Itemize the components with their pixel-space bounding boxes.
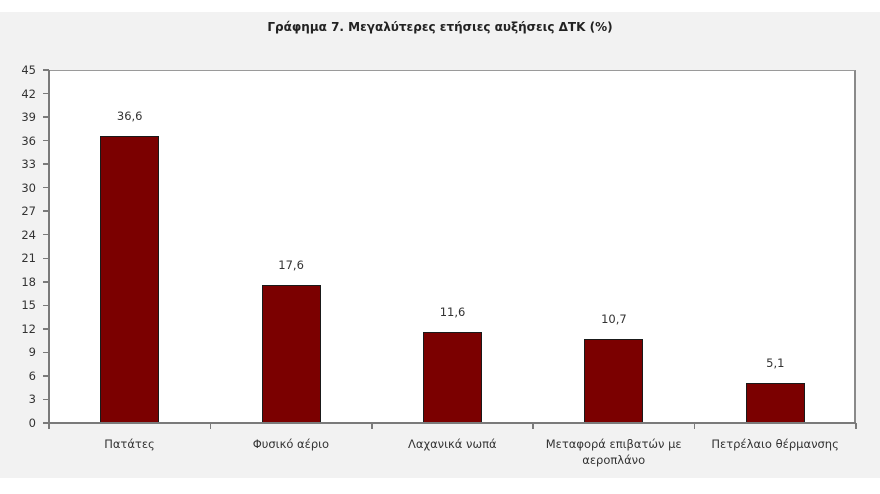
chart-title: Γράφημα 7. Μεγαλύτερες ετήσιες αυξήσεις … bbox=[267, 20, 613, 34]
y-tick-mark bbox=[43, 233, 49, 236]
y-tick-label: 30 bbox=[21, 180, 36, 195]
y-tick-label: 15 bbox=[21, 298, 36, 313]
y-tick-label: 0 bbox=[28, 416, 36, 430]
bar-value-label: 10,7 bbox=[601, 312, 627, 327]
x-axis-line bbox=[43, 422, 856, 424]
y-tick-label: 3 bbox=[28, 392, 36, 407]
x-category-label-line: αεροπλάνο bbox=[582, 453, 646, 467]
y-tick-label: 6 bbox=[28, 368, 36, 383]
y-tick-mark bbox=[43, 139, 49, 142]
x-category-label: Πατάτες bbox=[49, 436, 210, 452]
x-category-label-line: Φυσικό αέριο bbox=[252, 437, 330, 451]
y-axis-line bbox=[48, 70, 50, 424]
x-tick-mark bbox=[371, 423, 373, 429]
y-tick-mark bbox=[43, 398, 49, 401]
y-tick-mark bbox=[43, 328, 49, 330]
y-tick-label: 42 bbox=[21, 86, 36, 101]
y-tick-mark bbox=[43, 210, 49, 212]
y-tick-label: 33 bbox=[21, 157, 36, 172]
x-category-label: Λαχανικά νωπά bbox=[372, 436, 533, 452]
x-tick-mark bbox=[693, 423, 696, 429]
y-tick-label: 18 bbox=[21, 274, 36, 289]
x-category-label-line: Μεταφορά επιβατών με bbox=[545, 437, 682, 451]
bar-value-label: 11,6 bbox=[439, 305, 466, 319]
y-tick-mark bbox=[43, 375, 49, 377]
y-tick-label: 39 bbox=[21, 110, 36, 125]
y-tick-mark bbox=[43, 257, 49, 260]
y-tick-mark bbox=[43, 163, 49, 165]
bar bbox=[100, 135, 160, 423]
x-category-label: Φυσικό αέριο bbox=[210, 436, 371, 452]
bar-value-label: 17,6 bbox=[278, 257, 304, 272]
y-tick-mark bbox=[43, 186, 49, 189]
y-tick-mark bbox=[43, 69, 49, 71]
x-category-label-line: Πατάτες bbox=[104, 437, 155, 451]
bar bbox=[584, 339, 644, 423]
y-tick-label: 36 bbox=[21, 133, 36, 148]
x-tick-mark bbox=[209, 423, 212, 429]
x-category-label: Μεταφορά επιβατών με αεροπλάνο bbox=[533, 436, 694, 468]
bar-value-label: 36,6 bbox=[116, 108, 143, 123]
x-tick-mark bbox=[855, 423, 857, 429]
y-tick-label: 45 bbox=[21, 63, 36, 77]
y-tick-label: 24 bbox=[21, 227, 36, 242]
x-tick-mark bbox=[48, 423, 50, 429]
x-category-label-line: Πετρέλαιο θέρμανσης bbox=[711, 437, 839, 451]
x-tick-mark bbox=[532, 423, 534, 429]
bar-value-label: 5,1 bbox=[766, 355, 785, 370]
y-tick-mark bbox=[43, 351, 49, 354]
y-tick-mark bbox=[43, 304, 49, 307]
y-tick-mark bbox=[43, 281, 49, 283]
y-tick-label: 12 bbox=[21, 321, 36, 336]
bar bbox=[745, 382, 805, 423]
bar bbox=[261, 284, 321, 423]
x-category-label: Πετρέλαιο θέρμανσης bbox=[695, 436, 856, 452]
y-tick-label: 27 bbox=[21, 204, 36, 219]
y-tick-mark bbox=[43, 92, 49, 95]
y-tick-label: 21 bbox=[21, 251, 36, 266]
y-tick-label: 9 bbox=[28, 345, 36, 360]
x-category-label-line: Λαχανικά νωπά bbox=[408, 437, 497, 451]
y-tick-mark bbox=[43, 116, 49, 118]
bar bbox=[423, 332, 482, 423]
